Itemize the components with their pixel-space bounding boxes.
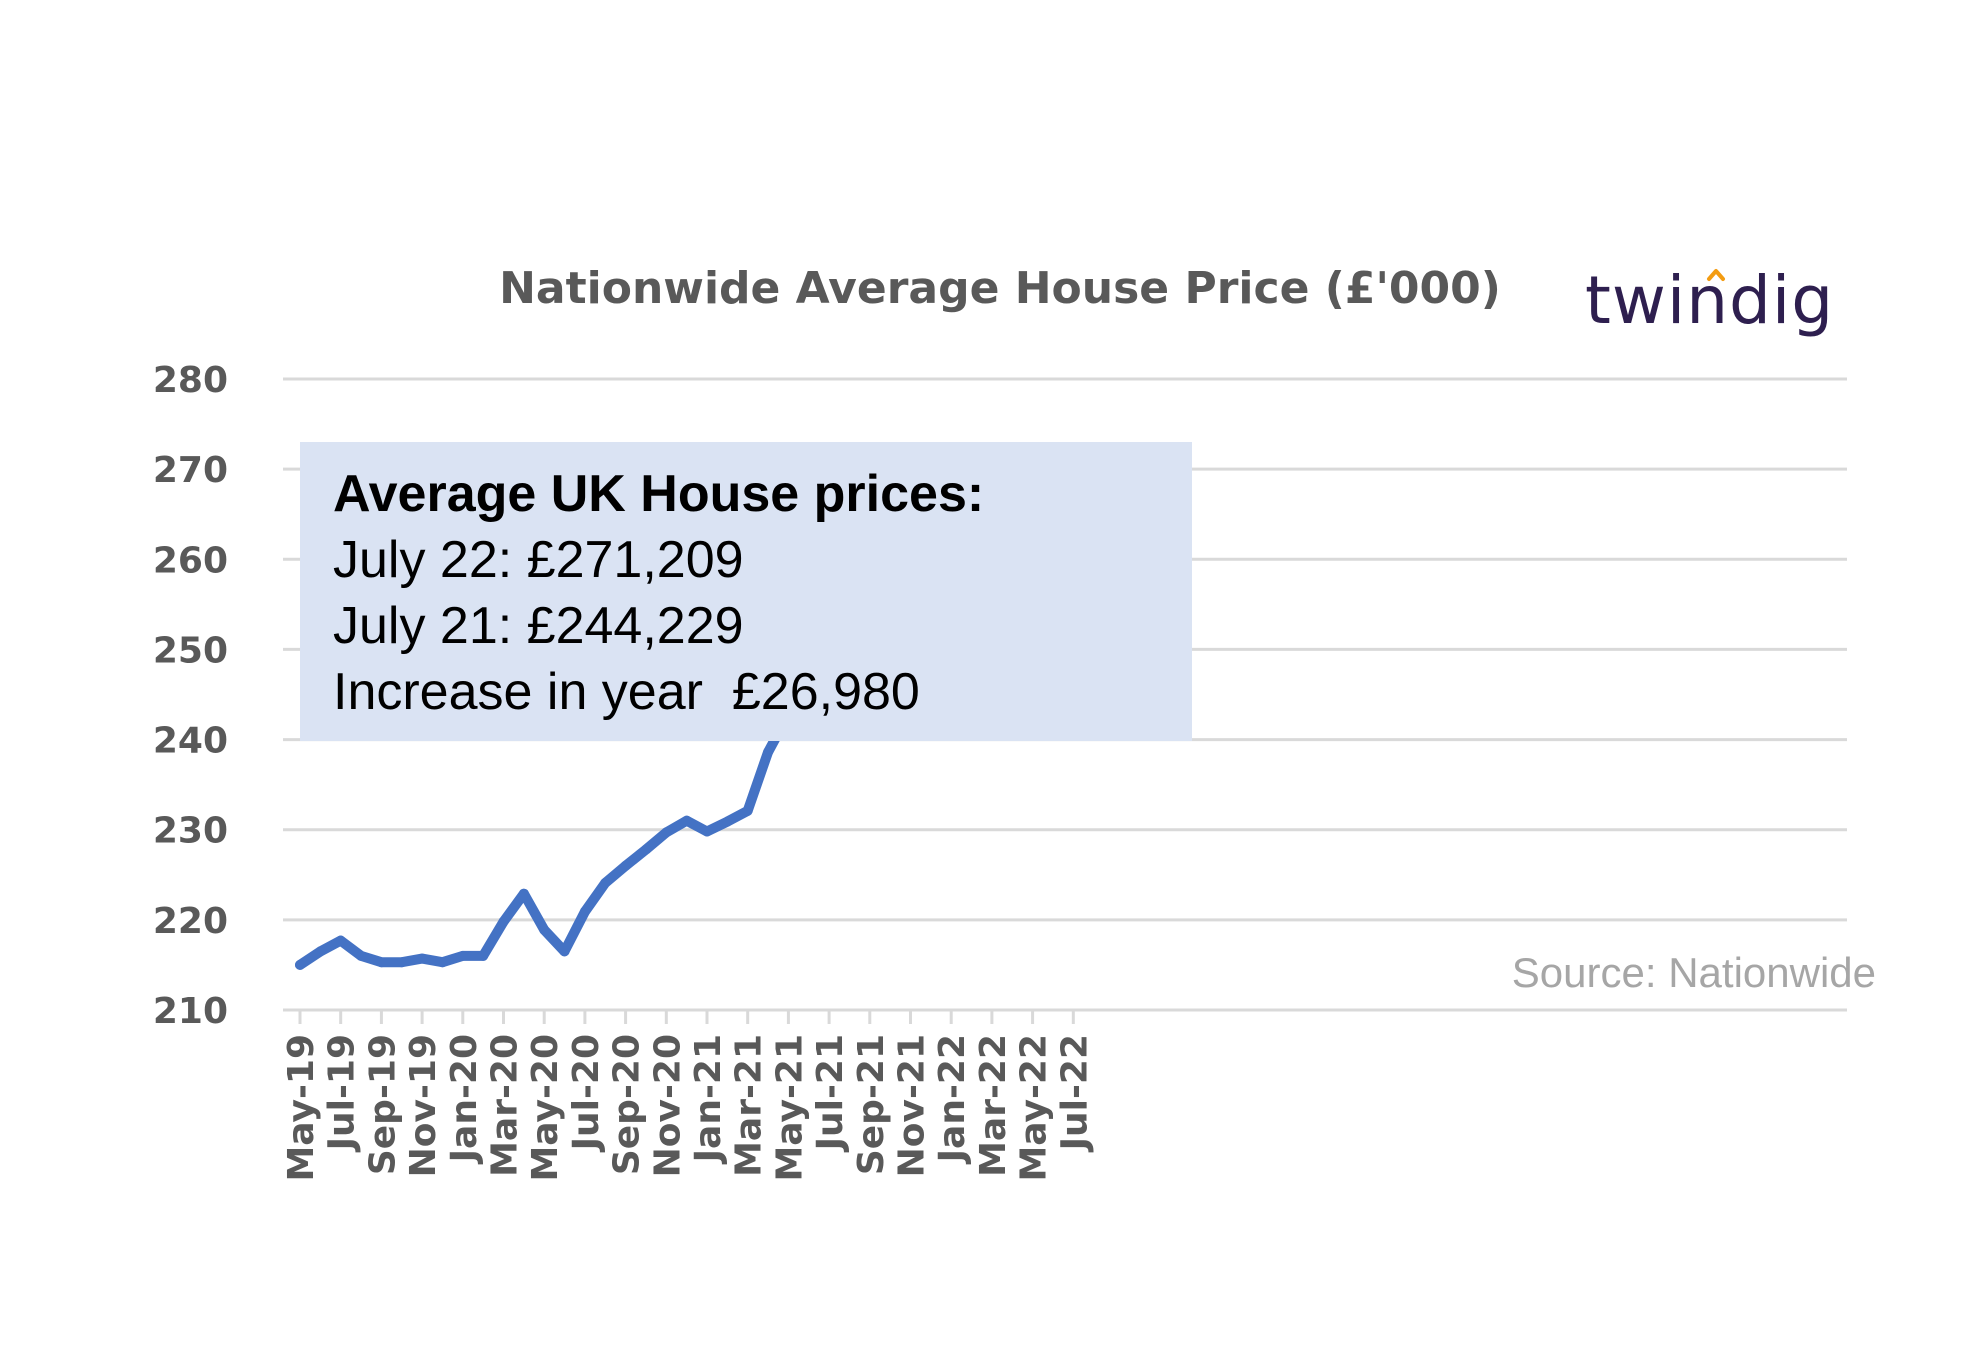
data-point-Dec-19: [437, 957, 448, 968]
data-point-Mar-20: [498, 916, 509, 927]
data-point-Jun-19: [315, 946, 326, 957]
x-tick-label: Sep-20: [607, 1034, 648, 1175]
x-tick-label: Jan-22: [932, 1034, 973, 1165]
annotation-line: July 21: £244,229: [333, 597, 744, 655]
annotation-line: July 22: £271,209: [333, 531, 744, 589]
annotation-heading: Average UK House prices:: [333, 465, 984, 523]
data-point-Feb-20: [478, 950, 489, 961]
y-tick-label: 210: [153, 991, 228, 1032]
x-tick-label: Mar-22: [973, 1034, 1014, 1177]
x-tick-label: Nov-20: [647, 1034, 688, 1177]
x-tick-label: Jan-21: [688, 1034, 729, 1165]
data-point-Jun-20: [559, 946, 570, 957]
annotation-box: Average UK House prices: July 22: £271,2…: [300, 442, 1192, 741]
annotation-background: [300, 442, 1192, 741]
data-point-Nov-19: [417, 953, 428, 964]
x-tick-label: Mar-21: [729, 1034, 770, 1177]
data-point-Sep-19: [376, 957, 387, 968]
data-point-May-19: [295, 959, 305, 970]
x-axis: [283, 1008, 1847, 1024]
x-tick-label: Jan-20: [444, 1034, 485, 1165]
data-point-Feb-21: [722, 816, 733, 827]
data-point-Aug-19: [356, 950, 367, 961]
data-point-Oct-19: [396, 957, 407, 968]
data-point-Jan-20: [457, 950, 468, 961]
x-tick-label: Mar-20: [485, 1034, 526, 1177]
x-tick-labels: May-19 Jul-19 Sep-19 Nov-19 Jan-20 Mar-20 May-…: [281, 1034, 1095, 1182]
source-label: Source: Nationwide: [1512, 949, 1876, 996]
x-tick-label: Jul-22: [1054, 1034, 1095, 1153]
data-point-Mar-21: [742, 805, 753, 816]
y-tick-label: 260: [153, 540, 228, 581]
brand-name: twindig: [1585, 262, 1834, 339]
y-tick-label: 280: [153, 360, 228, 401]
twindig-logo: twindig: [1585, 262, 1834, 339]
y-tick-label: 250: [153, 630, 228, 671]
data-point-Aug-20: [600, 877, 611, 888]
y-tick-label: 240: [153, 721, 228, 762]
x-tick-label: Jul-21: [810, 1034, 851, 1153]
x-tick-label: Nov-21: [892, 1034, 933, 1177]
x-tick-label: Sep-19: [362, 1034, 403, 1175]
data-point-May-20: [539, 924, 550, 935]
x-tick-label: May-21: [769, 1034, 810, 1182]
data-point-Nov-20: [661, 827, 672, 838]
x-tick-label: Jul-19: [322, 1034, 363, 1153]
data-point-Dec-20: [681, 815, 692, 826]
x-tick-label: Nov-19: [403, 1034, 444, 1177]
data-point-Jan-21: [702, 826, 712, 837]
data-point-Apr-20: [518, 888, 529, 899]
x-tick-label: Sep-21: [851, 1034, 892, 1175]
caret-icon: [1707, 269, 1725, 281]
data-point-Apr-21: [763, 747, 773, 758]
y-tick-label: 270: [153, 450, 228, 491]
y-tick-label: 220: [153, 901, 228, 942]
annotation-line: Increase in year £26,980: [333, 663, 920, 721]
data-point-Sep-20: [620, 860, 631, 871]
data-point-Jul-20: [579, 906, 590, 917]
chart-title: Nationwide Average House Price (£'000): [499, 263, 1501, 314]
x-tick-label: May-20: [525, 1034, 566, 1182]
data-point-Jul-19: [335, 935, 346, 946]
y-axis: 210 220 230 240 250 260 270 280: [153, 360, 228, 1032]
x-tick-label: Jul-20: [566, 1034, 607, 1153]
data-point-Oct-20: [641, 844, 651, 855]
x-tick-label: May-19: [281, 1034, 322, 1182]
y-tick-label: 230: [153, 811, 228, 852]
x-tick-label: May-22: [1014, 1034, 1055, 1182]
